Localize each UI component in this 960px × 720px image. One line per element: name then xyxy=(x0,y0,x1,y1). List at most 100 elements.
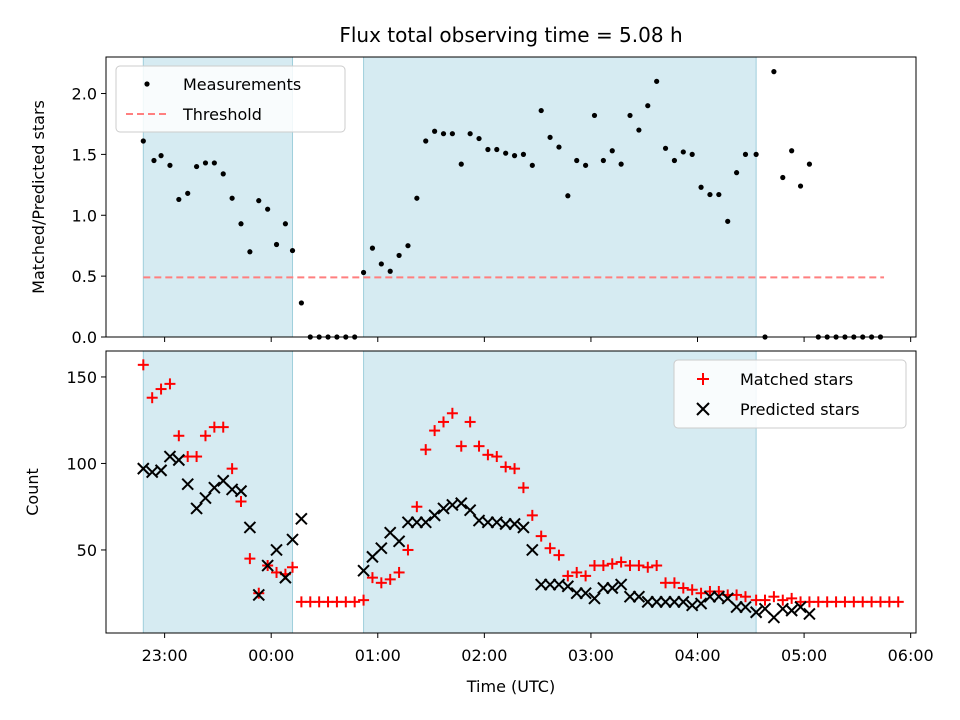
predicted-star-point xyxy=(641,595,654,609)
matched-star-point xyxy=(349,596,361,608)
measurement-point xyxy=(282,221,289,227)
measurement-point xyxy=(414,195,420,201)
matched-star-point xyxy=(668,577,680,589)
measurement-point xyxy=(476,135,482,142)
matched-star-point xyxy=(606,558,618,570)
predicted-star-point xyxy=(286,533,299,546)
measurement-point xyxy=(680,149,686,155)
measurement-point xyxy=(229,195,235,201)
bottom-y-axis-label: Count xyxy=(23,468,42,516)
y-tick-label: 0.5 xyxy=(72,267,97,286)
y-tick-label: 2.0 xyxy=(72,85,97,104)
measurement-point xyxy=(591,112,598,119)
measurement-point xyxy=(440,131,447,137)
predicted-star-point xyxy=(243,521,257,534)
legend-matched-label: Matched stars xyxy=(740,370,853,389)
matched-star-point xyxy=(438,416,449,428)
measurement-point xyxy=(494,146,500,153)
legend-matched-marker xyxy=(697,373,709,385)
predicted-star-point xyxy=(208,481,221,494)
measurement-point xyxy=(600,157,606,164)
predicted-star-point xyxy=(410,516,424,529)
predicted-star-point xyxy=(295,512,308,526)
measurement-point xyxy=(273,241,280,248)
predicted-star-point xyxy=(357,564,370,577)
y-tick-label: 150 xyxy=(66,368,97,387)
measurement-point xyxy=(806,161,813,167)
matched-star-point xyxy=(633,560,645,572)
predicted-star-point xyxy=(588,592,601,605)
matched-star-point xyxy=(562,570,574,582)
predicted-star-point xyxy=(785,604,798,617)
matched-star-point xyxy=(739,591,751,603)
matched-star-point xyxy=(384,573,396,585)
predicted-star-point xyxy=(632,590,646,603)
measurement-point xyxy=(387,268,393,274)
predicted-star-point xyxy=(499,517,512,531)
x-tick-label: 01:00 xyxy=(355,646,401,665)
top-title: Flux total observing time = 5.08 h xyxy=(339,23,682,47)
predicted-star-point xyxy=(463,503,477,517)
measurement-point xyxy=(654,78,660,84)
predicted-star-point xyxy=(606,581,619,595)
matched-star-point xyxy=(429,425,441,437)
measurement-point xyxy=(289,247,296,254)
measurement-point xyxy=(298,300,304,306)
predicted-star-point xyxy=(437,502,450,515)
predicted-star-point xyxy=(570,587,583,600)
measurement-point xyxy=(627,112,633,119)
measurement-point xyxy=(158,153,164,159)
predicted-star-point xyxy=(534,578,548,591)
predicted-star-point xyxy=(261,559,274,572)
measurement-point xyxy=(671,157,678,164)
measurement-point xyxy=(503,150,509,156)
predicted-star-point xyxy=(154,464,168,477)
measurement-point xyxy=(583,162,589,168)
measurement-point xyxy=(771,69,777,75)
matched-star-point xyxy=(597,560,609,572)
predicted-star-point xyxy=(694,597,708,610)
matched-star-point xyxy=(686,584,698,596)
measurement-point xyxy=(780,174,786,181)
matched-star-point xyxy=(695,587,707,599)
matched-star-point xyxy=(580,570,592,582)
bottom-legend-box xyxy=(673,359,907,429)
measurement-point xyxy=(256,198,262,204)
measurement-point xyxy=(202,160,209,166)
predicted-star-point xyxy=(659,595,672,609)
predicted-star-point xyxy=(703,590,717,603)
matched-star-point xyxy=(455,440,467,452)
measurement-point xyxy=(458,161,464,167)
top-y-ticks: 0.0 0.5 1.0 1.5 2.0 xyxy=(72,85,106,347)
measurement-point xyxy=(167,162,173,168)
measurement-point xyxy=(662,145,669,151)
predicted-star-point xyxy=(270,543,283,557)
top-legend-box xyxy=(115,65,346,133)
measurement-point xyxy=(565,193,571,199)
matched-star-point xyxy=(500,461,512,473)
predicted-star-point xyxy=(517,521,530,534)
x-tick-label: 04:00 xyxy=(674,646,720,665)
predicted-star-point xyxy=(526,543,539,557)
predicted-star-point xyxy=(730,600,743,614)
predicted-star-point xyxy=(419,516,432,529)
measurement-point xyxy=(151,157,157,164)
measurement-point xyxy=(467,131,473,137)
matched-star-point xyxy=(253,587,265,599)
x-tick-label: 05:00 xyxy=(781,646,827,665)
predicted-star-point xyxy=(508,517,521,531)
matched-star-point xyxy=(199,430,211,442)
predicted-star-point xyxy=(803,607,816,621)
predicted-star-point xyxy=(579,587,592,600)
matched-star-point xyxy=(375,577,387,589)
matched-star-point xyxy=(402,544,414,556)
matched-star-point xyxy=(615,556,627,568)
measurement-point xyxy=(449,131,455,137)
measurement-point xyxy=(211,160,217,166)
legend-predicted-marker xyxy=(696,402,710,416)
measurement-point xyxy=(529,162,535,168)
matched-stars-series xyxy=(137,359,904,608)
predicted-star-point xyxy=(375,542,388,555)
x-tick-label: 06:00 xyxy=(888,646,934,665)
x-tick-label: 02:00 xyxy=(461,646,507,665)
